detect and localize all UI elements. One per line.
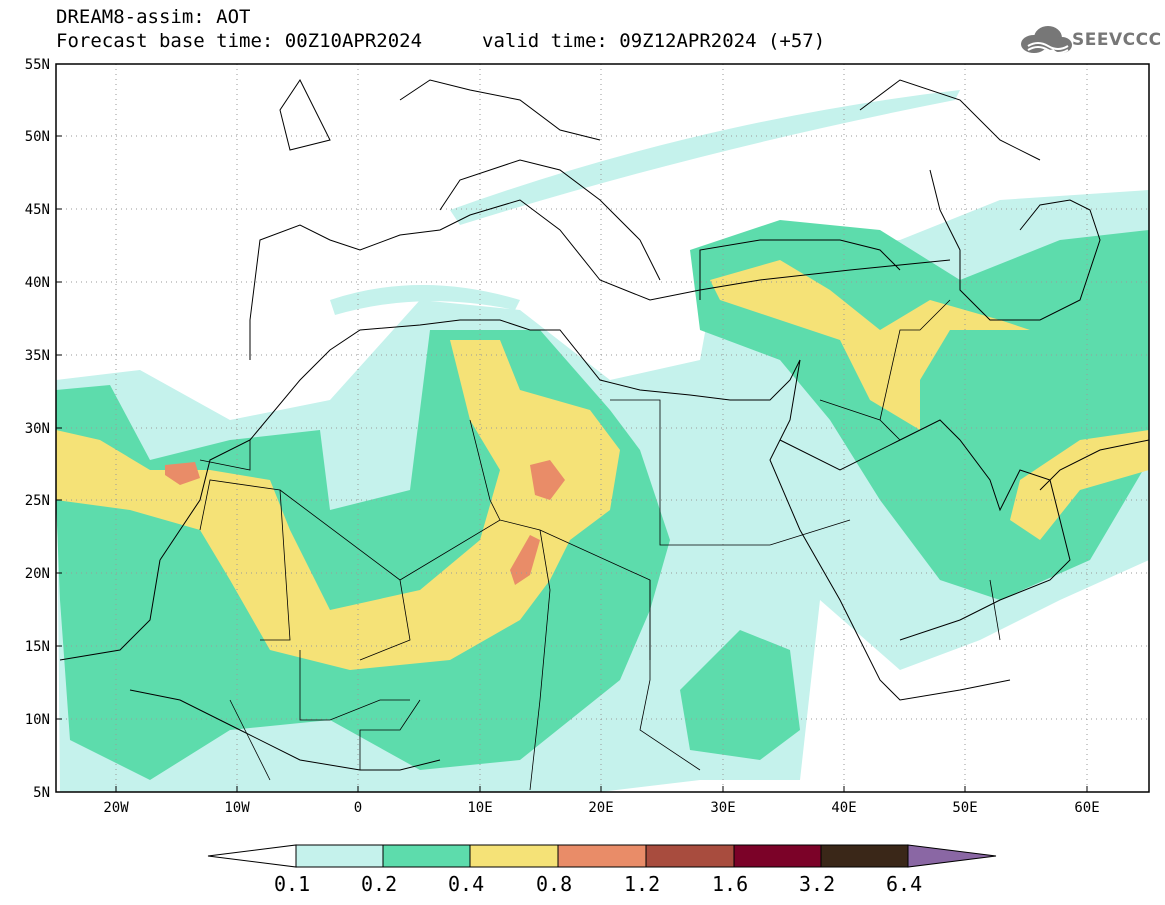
lon-label: 30E <box>710 800 735 816</box>
lon-label: 20E <box>588 800 613 816</box>
colorbar-label: 0.1 <box>274 872 311 896</box>
colorbar-segment <box>295 844 384 868</box>
lat-label: 40N <box>25 275 50 291</box>
seevccc-logo-text: SEEVCCC <box>1072 30 1162 50</box>
lat-label: 5N <box>33 785 50 801</box>
colorbar <box>207 844 997 868</box>
lat-label: 45N <box>25 202 50 218</box>
lat-label: 55N <box>25 57 50 73</box>
colorbar-segment <box>820 844 909 868</box>
colorbar-label: 0.8 <box>536 872 573 896</box>
valid-time: valid time: 09Z12APR2024 (+57) <box>482 30 826 52</box>
graticule <box>56 64 1149 792</box>
lat-label: 20N <box>25 566 50 582</box>
lat-label: 50N <box>25 129 50 145</box>
lon-label: 10W <box>224 800 250 816</box>
colorbar-label: 0.4 <box>448 872 485 896</box>
lat-label: 10N <box>25 712 50 728</box>
lat-label: 15N <box>25 639 50 655</box>
colorbar-segment <box>469 844 559 868</box>
lon-label: 50E <box>952 800 977 816</box>
lon-label: 0 <box>354 800 362 816</box>
tick-marks <box>56 135 1088 792</box>
colorbar-above-triangle <box>907 844 997 868</box>
colorbar-label: 1.6 <box>712 872 749 896</box>
colorbar-label: 6.4 <box>886 872 923 896</box>
colorbar-below-triangle <box>207 844 297 868</box>
map-title: DREAM8-assim: AOT <box>56 6 251 28</box>
aot-field <box>56 90 1149 792</box>
colorbar-label: 0.2 <box>361 872 398 896</box>
colorbar-label: 1.2 <box>624 872 661 896</box>
lat-label: 25N <box>25 493 50 509</box>
lat-label: 30N <box>25 421 50 437</box>
colorbar-label: 3.2 <box>799 872 836 896</box>
lon-label: 60E <box>1074 800 1099 816</box>
lat-label: 35N <box>25 348 50 364</box>
colorbar-segment <box>382 844 471 868</box>
lon-label: 10E <box>467 800 492 816</box>
forecast-base-time: Forecast base time: 00Z10APR2024 <box>56 30 423 52</box>
colorbar-segment <box>645 844 735 868</box>
lon-label: 20W <box>103 800 129 816</box>
country-borders <box>199 299 1001 791</box>
lon-label: 40E <box>831 800 856 816</box>
seevccc-cloud-logo-icon <box>1021 26 1072 54</box>
colorbar-segment <box>733 844 822 868</box>
colorbar-segment <box>557 844 647 868</box>
